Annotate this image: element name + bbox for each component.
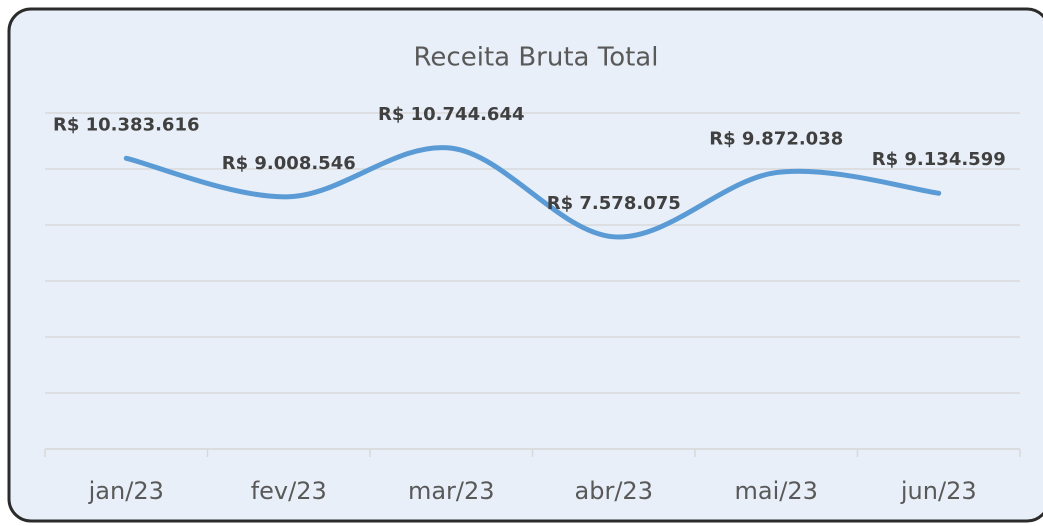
x-tick-label: mai/23	[735, 477, 818, 505]
x-tick-label: abr/23	[575, 477, 653, 505]
x-tick-label: jan/23	[88, 477, 164, 505]
data-label: R$ 9.134.599	[872, 149, 1006, 170]
line-series	[123, 145, 942, 240]
data-label: R$ 7.578.075	[547, 193, 681, 214]
x-tick-label: jun/23	[900, 477, 977, 505]
data-label: R$ 10.383.616	[53, 114, 200, 135]
chart-title: Receita Bruta Total	[414, 43, 659, 73]
data-label: R$ 9.008.546	[222, 153, 356, 174]
x-tick-label: mar/23	[408, 477, 495, 505]
data-label: R$ 9.872.038	[709, 129, 843, 150]
data-label: R$ 10.744.644	[378, 104, 525, 125]
chart-card	[7, 7, 1043, 523]
x-tick-label: fev/23	[251, 477, 327, 505]
